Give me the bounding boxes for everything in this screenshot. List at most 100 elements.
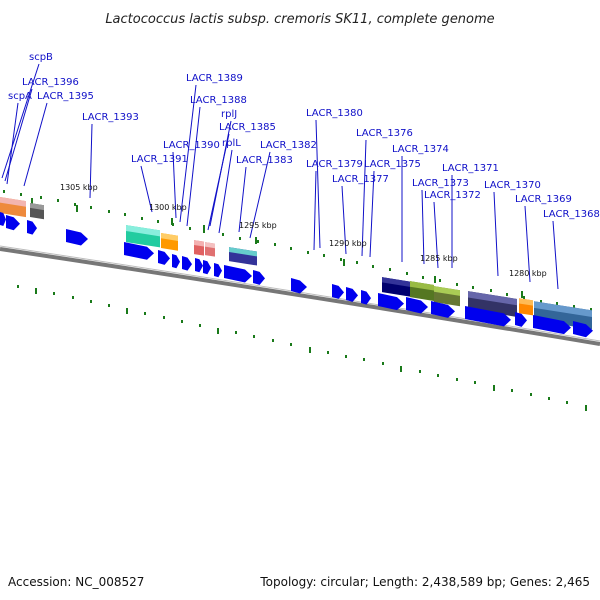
cds-arrow — [361, 290, 371, 305]
major-tick — [203, 225, 205, 232]
leader-line — [172, 151, 177, 219]
minor-tick — [124, 213, 126, 216]
leader-line — [238, 166, 247, 233]
kbp-tick-label: 1305 kbp — [60, 183, 98, 192]
outer-tick — [272, 339, 274, 342]
minor-tick — [406, 272, 408, 275]
gene-label: LACR_1379 — [306, 159, 363, 170]
outer-tick — [199, 324, 201, 327]
leader-line — [493, 191, 499, 277]
cds-arrow — [6, 215, 20, 231]
outer-tick — [363, 358, 365, 361]
leader-line — [1, 63, 40, 179]
leader-line — [313, 170, 317, 251]
cds-arrow — [332, 284, 344, 299]
outer-tick — [548, 397, 550, 400]
outer-tick — [400, 366, 402, 372]
major-tick — [434, 276, 436, 283]
cds-arrow — [214, 263, 222, 278]
tick-label-layer: 1305 kbp 1300 kbp 1295 kbp 1290 kbp 1285 kbp… — [60, 183, 547, 278]
outer-tick — [419, 370, 421, 373]
kbp-tick-label: 1285 kbp — [420, 254, 458, 263]
outer-tick — [474, 381, 476, 384]
outer-tick — [217, 328, 219, 334]
outer-tick — [456, 378, 458, 381]
feature-box-highlight — [30, 203, 44, 211]
outer-tick — [144, 312, 146, 315]
cds-arrow — [253, 270, 265, 285]
gene-label: rplJ — [221, 109, 237, 120]
gene-label: scpA — [8, 91, 32, 102]
gene-label: LACR_1393 — [82, 112, 139, 123]
minor-tick — [356, 261, 358, 264]
minor-tick — [323, 254, 325, 257]
outer-tick — [345, 355, 347, 358]
topology-label: Topology: circular; Length: 2,438,589 bp… — [259, 575, 590, 589]
major-tick — [343, 259, 345, 266]
feature-box-highlight — [434, 286, 460, 296]
outer-tick — [235, 331, 237, 334]
minor-tick — [290, 247, 292, 250]
outer-tick — [253, 335, 255, 338]
kbp-tick-label: 1295 kbp — [239, 221, 277, 230]
map-title: Lactococcus lactis subsp. cremoris SK11,… — [105, 12, 494, 27]
feature-box-highlight — [519, 298, 533, 306]
outer-tick — [382, 362, 384, 365]
cds-arrow — [158, 250, 170, 265]
gene-label: LACR_1388 — [190, 95, 247, 106]
outer-tick — [511, 389, 513, 392]
cds-arrow — [346, 287, 358, 302]
minor-tick — [540, 300, 542, 303]
outer-tick — [72, 296, 74, 299]
gene-label: LACR_1368 — [543, 209, 600, 220]
minor-tick — [490, 289, 492, 292]
minor-tick — [257, 240, 259, 243]
leader-line — [315, 119, 321, 249]
minor-tick — [57, 199, 59, 202]
leader-line — [552, 220, 559, 290]
feature-box-highlight — [194, 240, 204, 247]
leader-line — [89, 123, 93, 199]
outer-tick — [566, 401, 568, 404]
leader-line — [140, 165, 153, 213]
cds-arrow — [573, 321, 593, 338]
outer-tick — [35, 288, 37, 294]
leader-line — [179, 84, 197, 223]
minor-tick — [189, 227, 191, 230]
minor-tick — [389, 268, 391, 271]
leader-line — [524, 205, 531, 283]
outer-tick — [53, 292, 55, 295]
leader-line — [207, 133, 230, 231]
cds-arrow — [182, 256, 192, 271]
outer-tick — [493, 385, 495, 391]
minor-tick — [340, 258, 342, 261]
gene-label: scpB — [29, 52, 53, 63]
minor-tick — [590, 308, 592, 311]
feature-box-highlight — [534, 301, 592, 318]
cds-arrow-track — [0, 212, 593, 338]
major-tick — [255, 237, 257, 244]
minor-tick — [439, 279, 441, 282]
cds-arrow — [378, 293, 404, 311]
cds-arrow — [0, 212, 6, 226]
gene-label: LACR_1385 — [219, 122, 276, 133]
leader-line — [6, 102, 19, 185]
outer-tick-marks — [17, 285, 587, 411]
gene-label: LACR_1376 — [356, 128, 413, 139]
minor-tick — [20, 193, 22, 196]
leader-line — [421, 189, 425, 265]
major-tick — [76, 205, 78, 212]
cds-arrow — [431, 301, 455, 318]
gene-label: LACR_1372 — [424, 190, 481, 201]
outer-tick — [163, 316, 165, 319]
feature-box-highlight — [161, 233, 178, 242]
minor-tick — [108, 210, 110, 213]
gene-label: LACR_1373 — [412, 178, 469, 189]
gene-label: LACR_1390 — [163, 140, 220, 151]
outer-tick — [309, 347, 311, 353]
outer-tick — [585, 405, 587, 411]
gene-label: LACR_1370 — [484, 180, 541, 191]
kbp-tick-label: 1300 kbp — [149, 203, 187, 212]
feature-box-highlight — [205, 242, 215, 249]
minor-tick — [506, 293, 508, 296]
